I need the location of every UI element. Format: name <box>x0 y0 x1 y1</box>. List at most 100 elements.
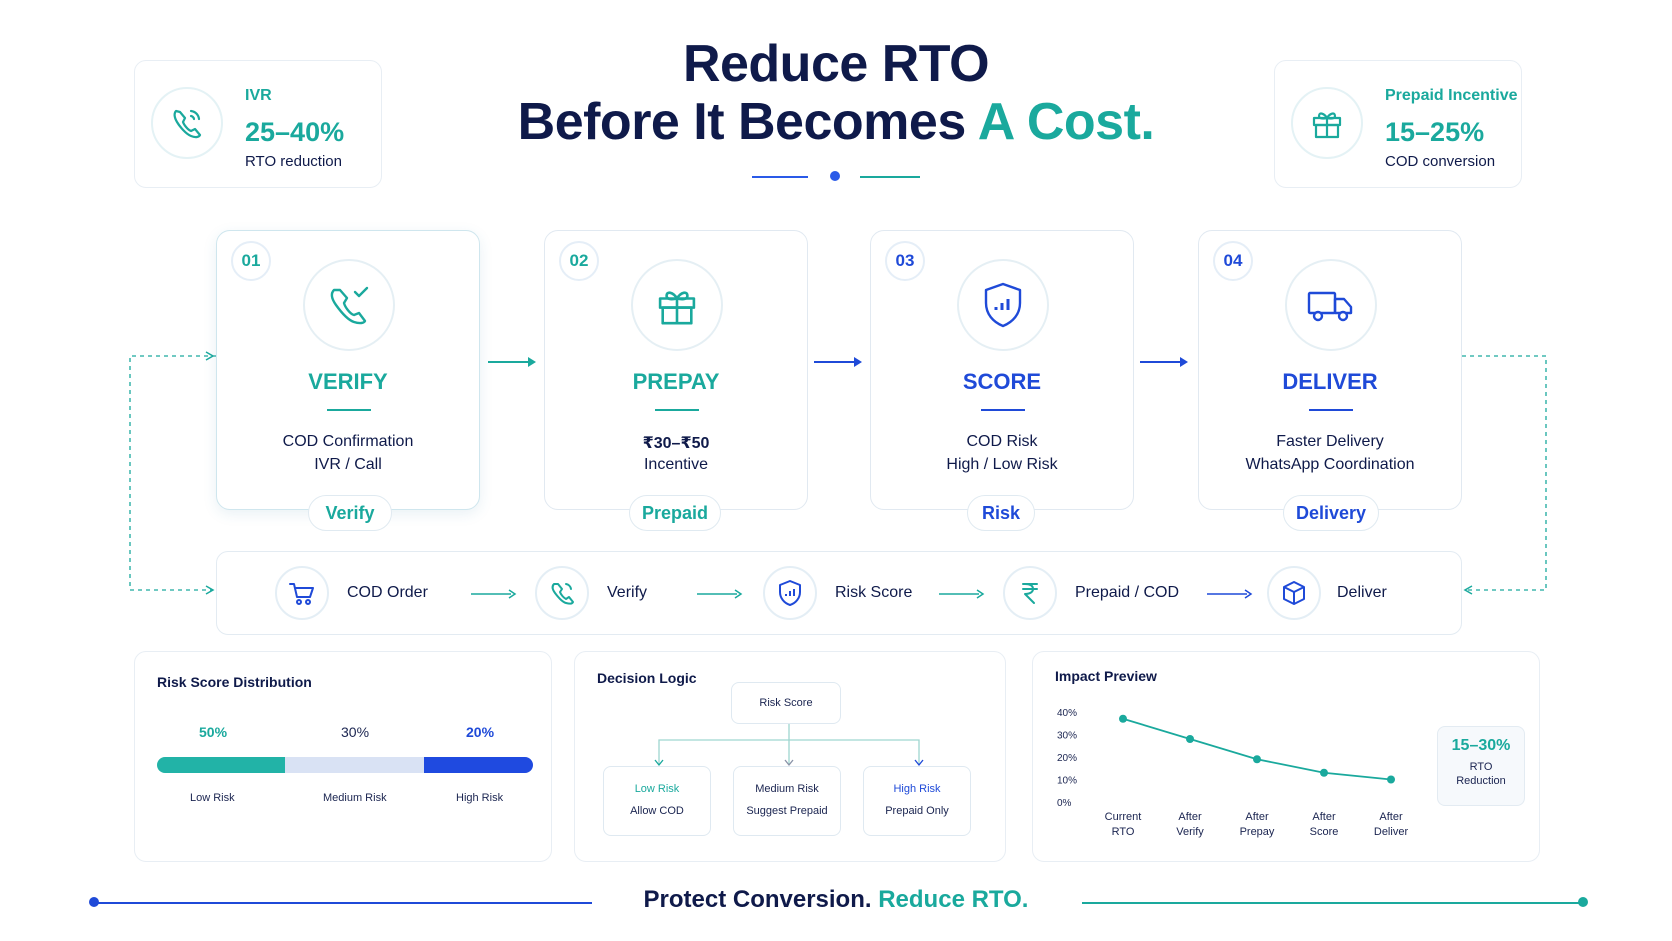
data-point <box>1186 735 1194 743</box>
title-rule-right <box>860 176 920 178</box>
callout-line: RTO <box>1469 761 1493 773</box>
step-card-prepay[interactable]: 02 PREPAY ₹30–₹50 Incentive Prepaid <box>544 230 808 531</box>
callout-value: 15–30% <box>1451 737 1511 754</box>
footer-dot-left <box>89 897 99 907</box>
footer-dot-right <box>1578 897 1588 907</box>
y-tick-label: 20% <box>1057 753 1077 764</box>
flow-label: Deliver <box>1337 584 1387 601</box>
arrow-right-icon <box>1140 357 1188 367</box>
step-card-verify[interactable]: 01 VERIFY COD Confirmation IVR / Call Ve… <box>216 230 480 531</box>
step-title: PREPAY <box>632 369 720 394</box>
title-main: Before It Becomes <box>517 93 978 151</box>
decision-node-high: High Risk Prepaid Only <box>863 766 971 836</box>
stat-card-prepaid: Prepaid Incentive 15–25% COD conversion <box>1274 60 1522 188</box>
risk-label-low: Low Risk <box>190 792 235 804</box>
footer-rule-left <box>96 902 592 904</box>
step-title: VERIFY <box>308 369 388 394</box>
phone-icon <box>151 87 223 159</box>
node-title: Medium Risk <box>755 783 819 795</box>
impact-callout: 15–30% RTO Reduction <box>1437 726 1525 806</box>
y-tick-label: 0% <box>1057 798 1072 809</box>
flow-label: Risk Score <box>835 584 913 601</box>
step-detail: Faster Delivery <box>1276 433 1384 450</box>
arrow-right-icon <box>471 589 517 599</box>
title-accent: A Cost. <box>977 93 1155 151</box>
footer-tagline: Protect Conversion. Reduce RTO. <box>600 886 1072 914</box>
panel-title: Risk Score Distribution <box>157 674 312 690</box>
stat-label: IVR <box>245 87 272 104</box>
y-tick-label: 30% <box>1057 731 1077 742</box>
panel-title: Decision Logic <box>597 670 697 686</box>
step-detail: WhatsApp Coordination <box>1245 456 1415 473</box>
x-tick-label: Verify <box>1176 826 1204 838</box>
risk-pct-medium: 30% <box>341 724 370 740</box>
step-card-score[interactable]: 03 SCORE COD Risk High / Low Risk Risk <box>870 230 1134 531</box>
panel-title: Impact Preview <box>1055 668 1157 684</box>
cart-icon <box>275 566 329 620</box>
stat-label: Prepaid Incentive <box>1385 87 1518 104</box>
title-rule-left <box>752 176 808 178</box>
decision-root-node: Risk Score <box>731 682 841 724</box>
risk-pct-high: 20% <box>466 724 495 740</box>
step-number: 01 <box>231 241 271 281</box>
gift-icon <box>631 259 723 351</box>
arrow-right-icon <box>814 357 862 367</box>
impact-preview-panel: Impact Preview 40% 30% 20% 10% 0% Current RTO A… <box>1032 651 1540 862</box>
step-pill-risk[interactable]: Risk <box>967 495 1035 531</box>
risk-label-high: High Risk <box>456 792 504 804</box>
x-tick-label: Score <box>1310 826 1339 838</box>
phone-check-icon <box>303 259 395 351</box>
gift-icon <box>1291 87 1363 159</box>
risk-bar-segment-1 <box>284 757 424 773</box>
step-pill-delivery[interactable]: Delivery <box>1283 495 1379 531</box>
step-pill-verify[interactable]: Verify <box>308 495 392 531</box>
risk-bar <box>157 757 533 773</box>
box-icon <box>1267 566 1321 620</box>
node-title: High Risk <box>893 783 941 795</box>
callout-line: Reduction <box>1456 775 1506 787</box>
phone-icon <box>535 566 589 620</box>
y-tick-label: 40% <box>1057 708 1077 719</box>
stat-sub: COD conversion <box>1385 153 1496 170</box>
step-pill-prepaid[interactable]: Prepaid <box>629 495 721 531</box>
step-detail: ₹30–₹50 <box>642 435 710 452</box>
shield-chart-icon <box>957 259 1049 351</box>
x-tick-label: Prepay <box>1240 826 1275 838</box>
node-action: Suggest Prepaid <box>746 805 828 817</box>
x-tick-label: Current <box>1105 811 1142 823</box>
page-title-line1: Reduce RTO <box>682 35 990 93</box>
x-tick-label: After <box>1178 811 1202 823</box>
step-title: DELIVER <box>1282 369 1378 394</box>
step-detail: COD Confirmation <box>282 433 414 450</box>
risk-pct-low: 50% <box>199 724 228 740</box>
step-detail: High / Low Risk <box>946 456 1058 473</box>
page-title-line2: Before It Becomes A Cost. <box>0 92 1672 152</box>
stat-card-ivr: IVR 25–40% RTO reduction <box>134 60 382 188</box>
flow-label: Prepaid / COD <box>1075 584 1180 601</box>
node-title: Low Risk <box>634 783 680 795</box>
step-rule <box>655 409 699 411</box>
arrow-right-icon <box>697 589 743 599</box>
stat-value: 25–40% <box>245 117 345 147</box>
step-rule <box>327 409 371 411</box>
step-detail: COD Risk <box>966 433 1038 450</box>
arrow-right-icon <box>939 589 985 599</box>
footer-accent: Reduce RTO. <box>878 886 1029 913</box>
decision-logic-panel: Decision Logic Risk Score Low Risk Allow… <box>574 651 1006 862</box>
decision-node-low: Low Risk Allow COD <box>603 766 711 836</box>
risk-distribution-panel: Risk Score Distribution 50% 30% 20% Low … <box>134 651 552 862</box>
step-detail: Incentive <box>643 456 709 473</box>
y-tick-label: 10% <box>1057 776 1077 787</box>
data-point <box>1253 755 1261 764</box>
step-card-deliver[interactable]: 04 DELIVER Faster Delivery WhatsApp Coor… <box>1198 230 1462 531</box>
risk-bar-segment-2 <box>423 757 533 773</box>
step-rule <box>1309 409 1353 411</box>
truck-icon <box>1285 259 1377 351</box>
x-tick-label: After <box>1379 811 1403 823</box>
arrow-right-icon <box>488 357 536 367</box>
risk-label-medium: Medium Risk <box>323 792 387 804</box>
title-dot <box>830 171 840 181</box>
shield-icon <box>763 566 817 620</box>
step-detail: IVR / Call <box>314 456 382 473</box>
step-number: 04 <box>1213 241 1253 281</box>
